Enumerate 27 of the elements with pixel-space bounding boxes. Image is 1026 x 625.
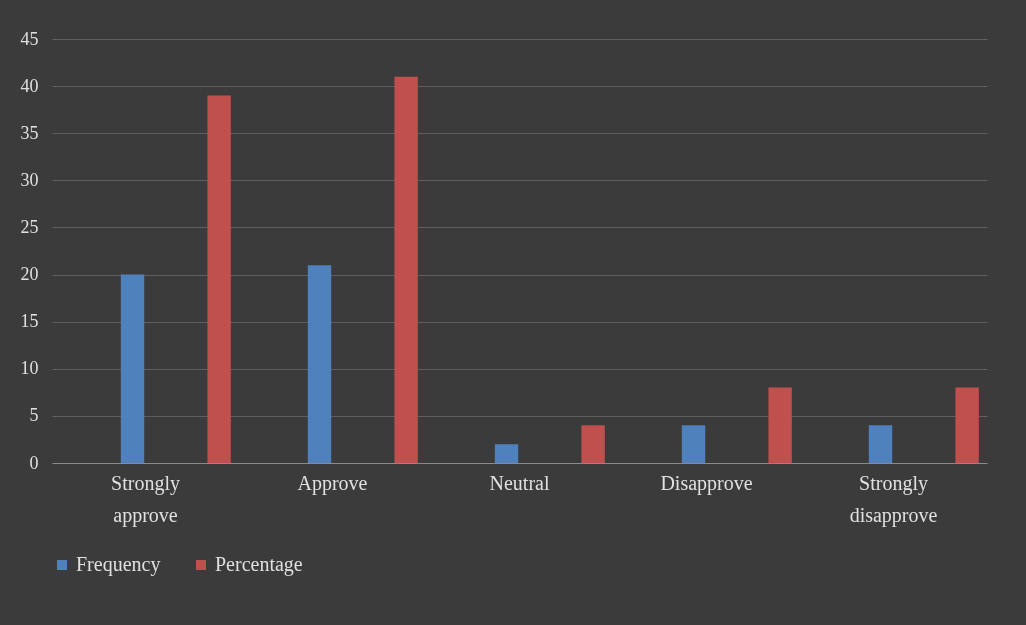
y-tick-label: 20 — [20, 264, 39, 285]
y-tick-label: 30 — [20, 169, 39, 190]
bar — [394, 76, 418, 463]
bar — [955, 387, 979, 463]
bar — [768, 387, 792, 463]
bar — [494, 444, 519, 463]
bar — [207, 95, 231, 463]
bar — [581, 425, 605, 463]
x-tick-label: Approve — [297, 471, 368, 495]
legend-label: Percentage — [215, 553, 303, 576]
x-tick-label: Strongly disapprove — [849, 471, 938, 527]
y-tick-label: 0 — [29, 452, 39, 473]
bar — [120, 274, 145, 463]
y-tick-label: 5 — [29, 405, 39, 426]
bar — [307, 265, 332, 463]
y-tick-label: 45 — [20, 28, 39, 49]
y-tick-label: 35 — [20, 122, 39, 143]
y-tick-label: 15 — [20, 311, 39, 332]
y-tick-label: 40 — [20, 75, 39, 96]
y-tick-label: 25 — [20, 216, 39, 237]
bar — [681, 425, 706, 463]
x-tick-label: Disapprove — [660, 471, 753, 495]
bar — [868, 425, 893, 463]
x-tick-label: Strongly approve — [111, 471, 180, 527]
legend-label: Frequency — [76, 553, 161, 576]
x-tick-label: Neutral — [489, 471, 550, 494]
y-tick-label: 10 — [20, 358, 39, 379]
